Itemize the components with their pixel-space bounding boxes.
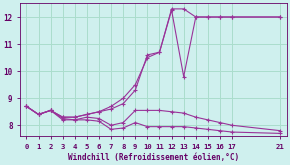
X-axis label: Windchill (Refroidissement éolien,°C): Windchill (Refroidissement éolien,°C) — [68, 152, 239, 162]
